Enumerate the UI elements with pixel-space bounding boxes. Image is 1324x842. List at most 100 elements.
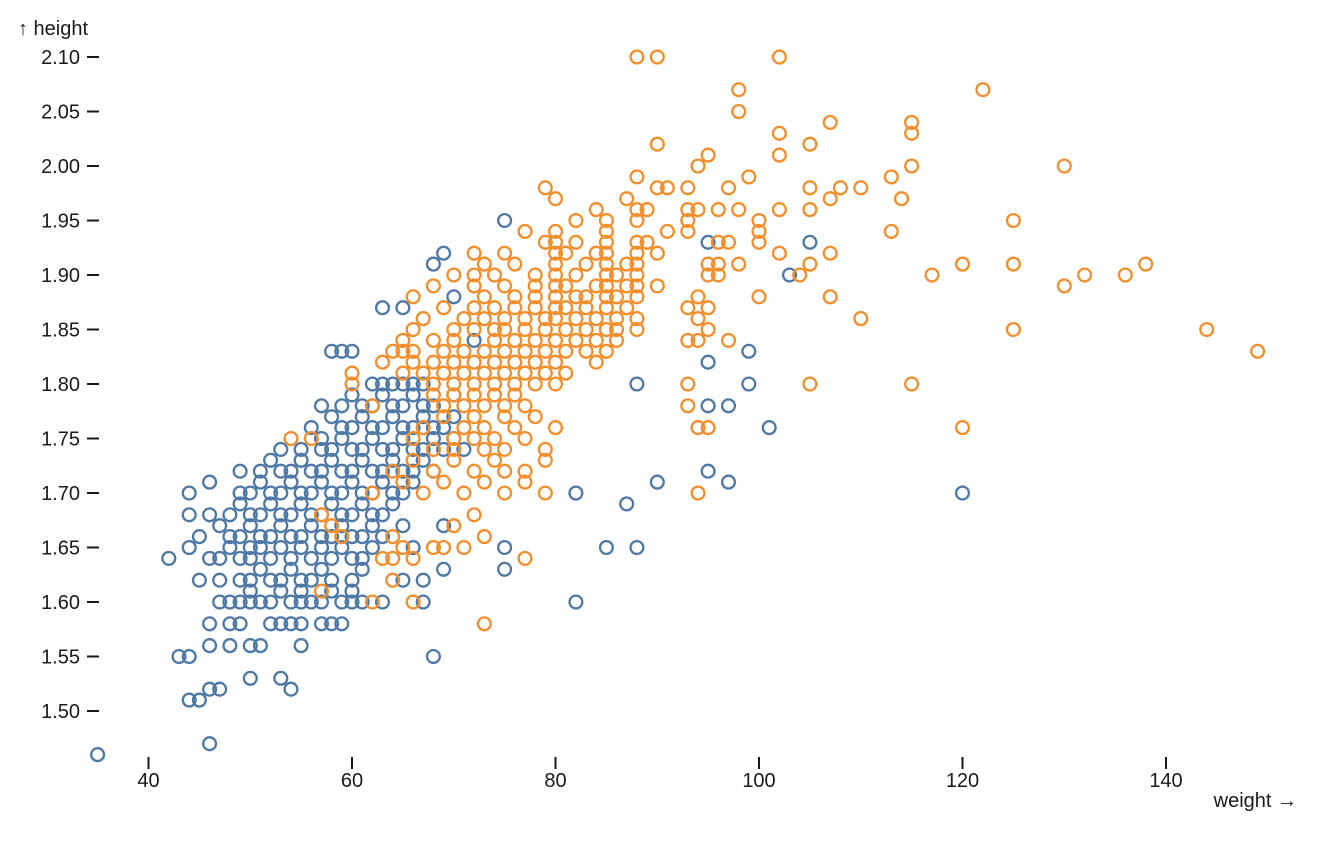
data-point-orange [446, 518, 462, 534]
data-point-blue [374, 474, 391, 490]
data-point-orange [476, 365, 492, 381]
data-point-blue [405, 539, 421, 556]
data-point-orange [344, 365, 360, 381]
y-tick-label: 1.55 [41, 647, 80, 669]
data-point-blue [385, 398, 401, 414]
data-point-orange [904, 125, 920, 141]
data-point-blue [344, 463, 360, 479]
data-point-orange [425, 387, 441, 403]
data-point-orange [904, 158, 920, 174]
data-point-orange [1056, 278, 1072, 294]
data-point-orange [588, 311, 604, 327]
data-point-orange [527, 267, 543, 283]
data-point-blue [568, 594, 584, 610]
data-point-blue [313, 561, 330, 577]
data-point-orange [385, 463, 401, 479]
data-point-orange [731, 103, 747, 120]
data-point-orange [690, 332, 706, 348]
data-point-blue [313, 616, 330, 632]
data-point-blue [344, 420, 360, 436]
data-point-blue [324, 572, 340, 588]
data-point-blue [283, 681, 299, 697]
data-point-blue [293, 572, 309, 588]
data-point-blue [181, 485, 197, 501]
data-point-blue [649, 474, 665, 490]
data-point-blue [283, 529, 299, 545]
data-point-blue [568, 485, 584, 501]
data-point-orange [476, 616, 492, 632]
data-point-blue [90, 747, 106, 763]
data-point-blue [425, 648, 441, 665]
data-point-orange [313, 583, 330, 599]
data-point-blue [181, 648, 197, 665]
data-point-blue [293, 594, 309, 610]
data-point-orange [476, 256, 492, 272]
data-point-orange [364, 594, 380, 610]
data-point-orange [588, 278, 604, 294]
data-point-blue [222, 539, 238, 556]
data-point-orange [456, 539, 472, 556]
data-point-blue [222, 616, 238, 632]
data-point-blue [700, 398, 716, 414]
data-point-blue [242, 670, 258, 686]
data-point-blue [344, 507, 360, 523]
data-point-orange [659, 223, 675, 239]
data-point-blue [720, 398, 737, 414]
data-point-orange [415, 311, 431, 327]
data-point-orange [608, 311, 625, 327]
data-point-orange [395, 332, 411, 348]
data-point-orange [436, 398, 452, 414]
data-point-orange [598, 256, 614, 272]
data-point-blue [283, 507, 299, 523]
data-point-orange [558, 343, 574, 359]
data-point-blue [252, 474, 268, 490]
data-point-orange [415, 365, 431, 381]
data-point-orange [405, 343, 421, 359]
data-point-blue [252, 507, 268, 523]
data-point-orange [619, 278, 635, 294]
data-point-orange [405, 289, 421, 305]
data-point-blue [334, 463, 350, 479]
data-point-orange [517, 311, 533, 327]
data-point-blue [171, 648, 187, 665]
data-point-orange [558, 245, 574, 261]
data-point-blue [273, 583, 289, 599]
data-point-orange [1250, 343, 1266, 359]
data-point-orange [598, 234, 614, 250]
data-point-orange [690, 420, 706, 436]
data-point-blue [354, 452, 370, 468]
data-point-blue [385, 452, 401, 468]
data-point-orange [547, 420, 564, 436]
data-point-orange [517, 463, 533, 479]
data-point-orange [822, 245, 838, 261]
data-point-blue [313, 441, 330, 457]
data-point-orange [486, 354, 503, 370]
data-point-orange [507, 300, 523, 316]
y-tick: 1.85 [41, 320, 99, 342]
y-tick: 1.70 [41, 483, 99, 505]
data-point-orange [395, 474, 411, 490]
data-point-blue [720, 474, 737, 490]
data-point-blue [354, 398, 370, 414]
data-point-orange [446, 387, 462, 403]
data-point-orange [578, 289, 594, 305]
data-point-orange [476, 289, 492, 305]
data-point-blue [405, 474, 421, 490]
data-point-blue [222, 638, 238, 654]
data-point-orange [446, 441, 462, 457]
data-point-blue [283, 616, 299, 632]
data-point-blue [232, 550, 248, 566]
data-point-orange [497, 409, 513, 425]
y-tick: 2.00 [41, 156, 99, 178]
data-point-orange [588, 245, 604, 261]
y-tick: 1.75 [41, 429, 99, 451]
data-point-orange [486, 300, 503, 316]
data-point-blue [303, 594, 319, 610]
data-point-orange [598, 289, 614, 305]
data-point-orange [324, 518, 340, 534]
data-point-orange [680, 332, 696, 348]
data-point-orange [385, 550, 401, 566]
y-tick: 1.50 [41, 701, 99, 723]
data-point-orange [680, 202, 696, 218]
data-point-blue [263, 452, 279, 468]
